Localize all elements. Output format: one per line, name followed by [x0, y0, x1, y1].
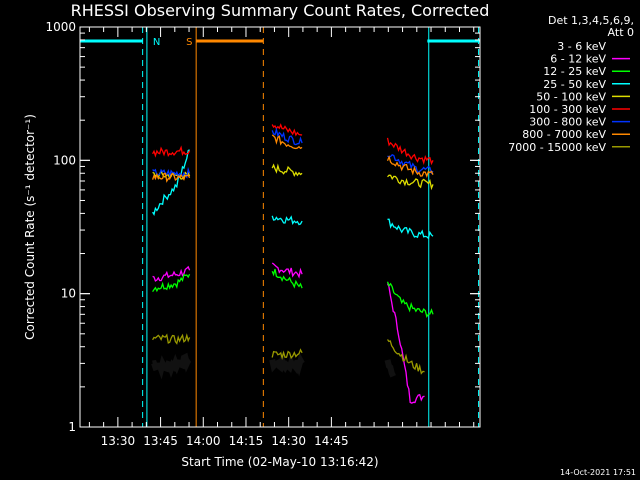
legend-header: Det 1,3,4,5,6,9, — [548, 14, 634, 27]
series-line — [386, 281, 434, 318]
series-line — [386, 137, 434, 166]
legend-entry: 25 - 50 keV — [543, 78, 606, 91]
series-layer — [151, 123, 434, 404]
series-line — [386, 339, 425, 375]
x-axis: 13:30 13:45 14:00 14:15 14:30 14:45 — [88, 27, 475, 448]
x-axis-label: Start Time (02-May-10 13:16:42) — [181, 455, 378, 469]
y-axis: 1 10 100 1000 — [45, 20, 480, 434]
series-line — [387, 218, 434, 240]
x-tick-label: 13:30 — [101, 434, 136, 448]
chart-title: RHESSI Observing Summary Count Rates, Co… — [71, 1, 490, 20]
series-line — [271, 163, 303, 178]
series-line — [152, 149, 190, 216]
flag-label-S: S — [186, 37, 192, 48]
series-line — [271, 123, 303, 137]
legend-entry: 100 - 300 keV — [529, 103, 606, 116]
y-tick-label: 1000 — [45, 20, 76, 34]
y-tick-label: 1 — [68, 420, 76, 434]
legend-header: Att 0 — [608, 26, 634, 39]
series-line — [386, 155, 434, 178]
series-line — [271, 262, 303, 279]
legend-entry: 12 - 25 keV — [543, 65, 606, 78]
x-tick-label: 14:30 — [271, 434, 306, 448]
legend-entry: 7000 - 15000 keV — [508, 141, 606, 154]
legend-entry: 6 - 12 keV — [550, 53, 606, 66]
series-line-block — [151, 352, 192, 380]
series-line — [271, 134, 303, 150]
date-stamp: 14-Oct-2021 17:51 — [560, 468, 636, 477]
series-line — [386, 283, 425, 404]
series-line — [271, 127, 303, 146]
flag-label-N: N — [153, 37, 160, 48]
x-tick-label: 14:00 — [186, 434, 221, 448]
series-line-block — [269, 349, 305, 377]
x-tick-label: 13:45 — [143, 434, 178, 448]
y-axis-label: Corrected Count Rate (s⁻¹ detector⁻¹) — [23, 114, 37, 340]
series-line — [387, 154, 434, 175]
series-line — [151, 172, 191, 183]
series-line — [152, 273, 191, 293]
x-tick-label: 14:45 — [314, 434, 349, 448]
series-line — [271, 215, 303, 226]
series-line-block — [384, 359, 396, 378]
plot-frame — [79, 26, 481, 428]
legend-entry: 800 - 7000 keV — [522, 128, 606, 141]
legend-entry: 300 - 800 keV — [529, 116, 606, 129]
y-tick-label: 10 — [61, 287, 76, 301]
x-tick-label: 14:15 — [229, 434, 264, 448]
series-line — [271, 348, 303, 360]
series-line — [387, 174, 434, 191]
series-line — [152, 145, 191, 158]
series-line — [152, 166, 191, 179]
legend-entry: 50 - 100 keV — [536, 90, 606, 103]
series-line — [152, 333, 191, 345]
legend-entry: 3 - 6 keV — [557, 40, 606, 53]
series-line — [271, 268, 303, 289]
y-tick-label: 100 — [53, 153, 76, 167]
